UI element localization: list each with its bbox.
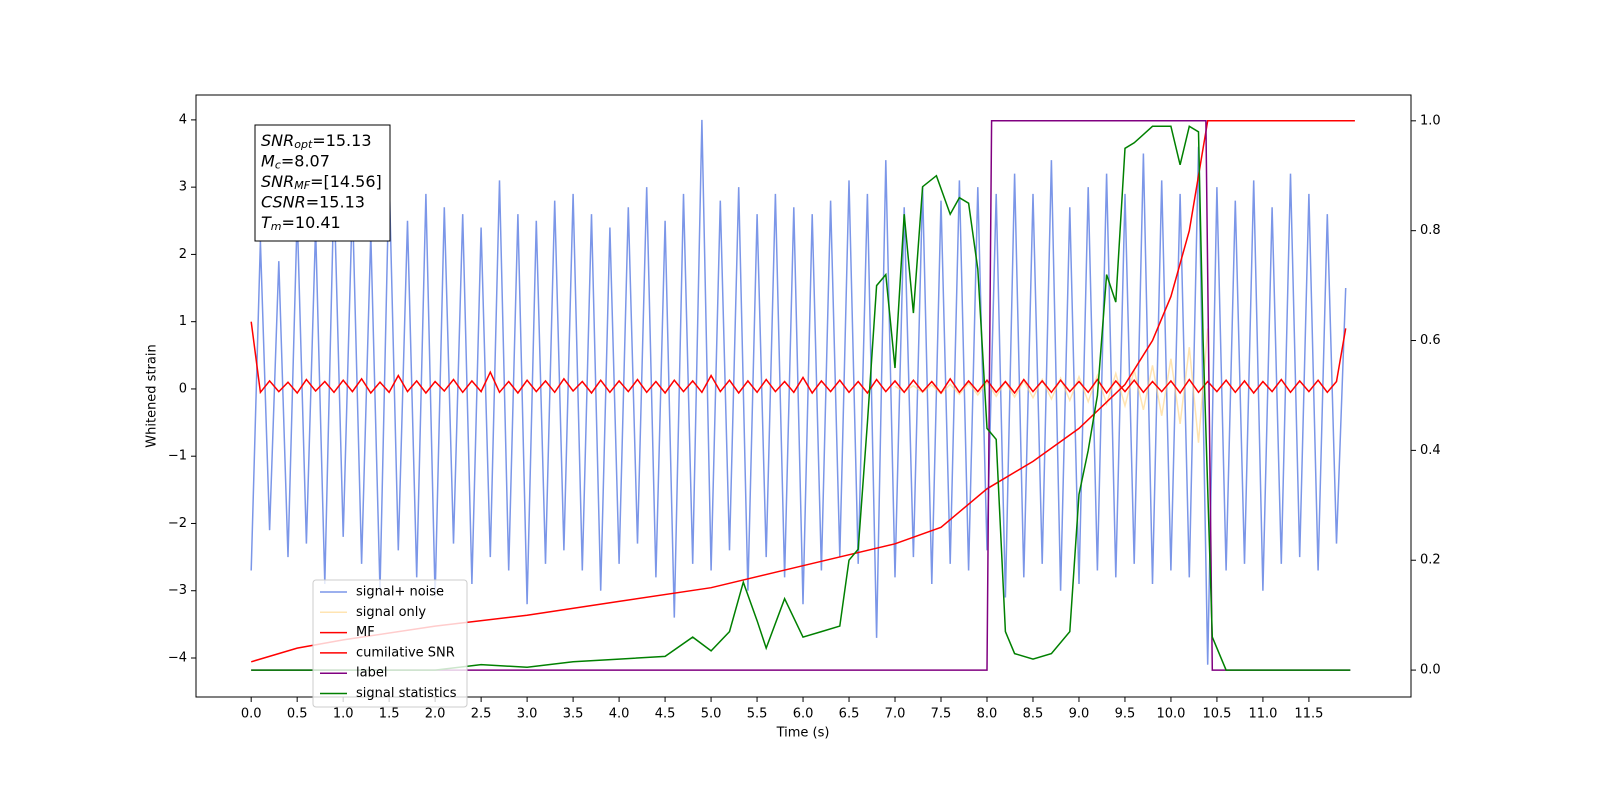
annotation-symbol: SNR <box>261 131 294 150</box>
x-tick-label: 4.5 <box>655 707 676 722</box>
annotation-subscript: MF <box>294 179 310 192</box>
annotation-frame <box>254 124 391 242</box>
y2-tick-label: 0.2 <box>1420 553 1441 568</box>
annotation-symbol: CSNR <box>261 192 306 211</box>
x-tick-label: 1.5 <box>379 707 400 722</box>
x-tick-label: 11.0 <box>1248 707 1277 722</box>
annotation: SNRopt=15.13 <box>261 131 372 152</box>
x-tick-label: 0.0 <box>241 707 262 722</box>
annotation: Tm=10.41 <box>261 213 341 234</box>
x-tick-label: 10.0 <box>1156 707 1185 722</box>
legend-frame <box>312 579 468 708</box>
x-tick-label: 1.0 <box>333 707 354 722</box>
x-tick-label: 3.5 <box>563 707 584 722</box>
y-tick-label: 4 <box>179 112 187 127</box>
legend-label: label <box>356 666 387 681</box>
x-tick-label: 7.5 <box>931 707 952 722</box>
y-tick-label: 2 <box>179 247 187 262</box>
y-tick-label: 3 <box>179 180 187 195</box>
y-tick-label: −2 <box>168 516 187 531</box>
annotation-subscript: opt <box>294 138 313 151</box>
annotation-symbol: M <box>261 151 275 170</box>
annotation-text: =15.13 <box>306 192 365 211</box>
annotation-text: =[14.56] <box>310 172 382 191</box>
legend-label: signal statistics <box>356 686 457 701</box>
annotation: Mc=8.07 <box>261 151 330 172</box>
annotation-subscript: m <box>271 220 282 233</box>
y2-tick-label: 0.8 <box>1420 223 1441 238</box>
x-tick-label: 2.0 <box>425 707 446 722</box>
annotation-text: =8.07 <box>281 151 330 170</box>
legend: signal+ noise signal only MF cumilative SNR… <box>312 579 468 708</box>
x-tick-label: 6.5 <box>839 707 860 722</box>
y-axis-label: Whitened strain <box>145 344 160 447</box>
x-tick-label: 3.0 <box>517 707 538 722</box>
annotation-symbol: SNR <box>261 172 294 191</box>
y-tick-label: −1 <box>168 449 187 464</box>
x-tick-label: 11.5 <box>1294 707 1323 722</box>
x-tick-label: 5.0 <box>701 707 722 722</box>
legend-label: signal only <box>356 605 426 620</box>
x-tick-label: 2.5 <box>471 707 492 722</box>
x-tick-label: 10.5 <box>1202 707 1231 722</box>
y-tick-label: −4 <box>168 650 187 665</box>
y2-tick-label: 0.0 <box>1420 663 1441 678</box>
x-tick-label: 8.0 <box>977 707 998 722</box>
annotation: CSNR=15.13 <box>261 192 365 211</box>
annotation-text: =15.13 <box>312 131 371 150</box>
annotation-subscript: c <box>275 159 281 172</box>
series-line <box>250 321 1347 395</box>
x-tick-label: 9.0 <box>1069 707 1090 722</box>
x-tick-label: 8.5 <box>1023 707 1044 722</box>
y2-tick-label: 1.0 <box>1420 113 1441 128</box>
x-tick-label: 7.0 <box>885 707 906 722</box>
x-axis-label: Time (s) <box>776 726 830 741</box>
x-tick-label: 6.0 <box>793 707 814 722</box>
series-line <box>250 119 1347 665</box>
x-tick-label: 5.5 <box>747 707 768 722</box>
x-tick-label: 4.0 <box>609 707 630 722</box>
x-tick-label: 9.5 <box>1115 707 1136 722</box>
annotation: SNRMF=[14.56] <box>261 172 382 193</box>
legend-label: cumilative SNR <box>356 645 455 660</box>
x-tick-label: 0.5 <box>287 707 308 722</box>
annotation-symbol: T <box>261 213 272 232</box>
legend-label: MF <box>356 625 375 640</box>
legend-label: signal+ noise <box>356 585 444 600</box>
y-tick-label: 1 <box>179 314 187 329</box>
y2-tick-label: 0.4 <box>1420 443 1441 458</box>
series-line <box>251 125 1351 671</box>
y2-tick-label: 0.6 <box>1420 333 1441 348</box>
series-line <box>894 328 1209 443</box>
y-tick-label: 0 <box>179 381 187 396</box>
annotation-box: SNRopt=15.13Mc=8.07SNRMF=[14.56]CSNR=15.… <box>254 124 391 242</box>
annotation-text: =10.41 <box>282 213 341 232</box>
y-tick-label: −3 <box>168 583 187 598</box>
